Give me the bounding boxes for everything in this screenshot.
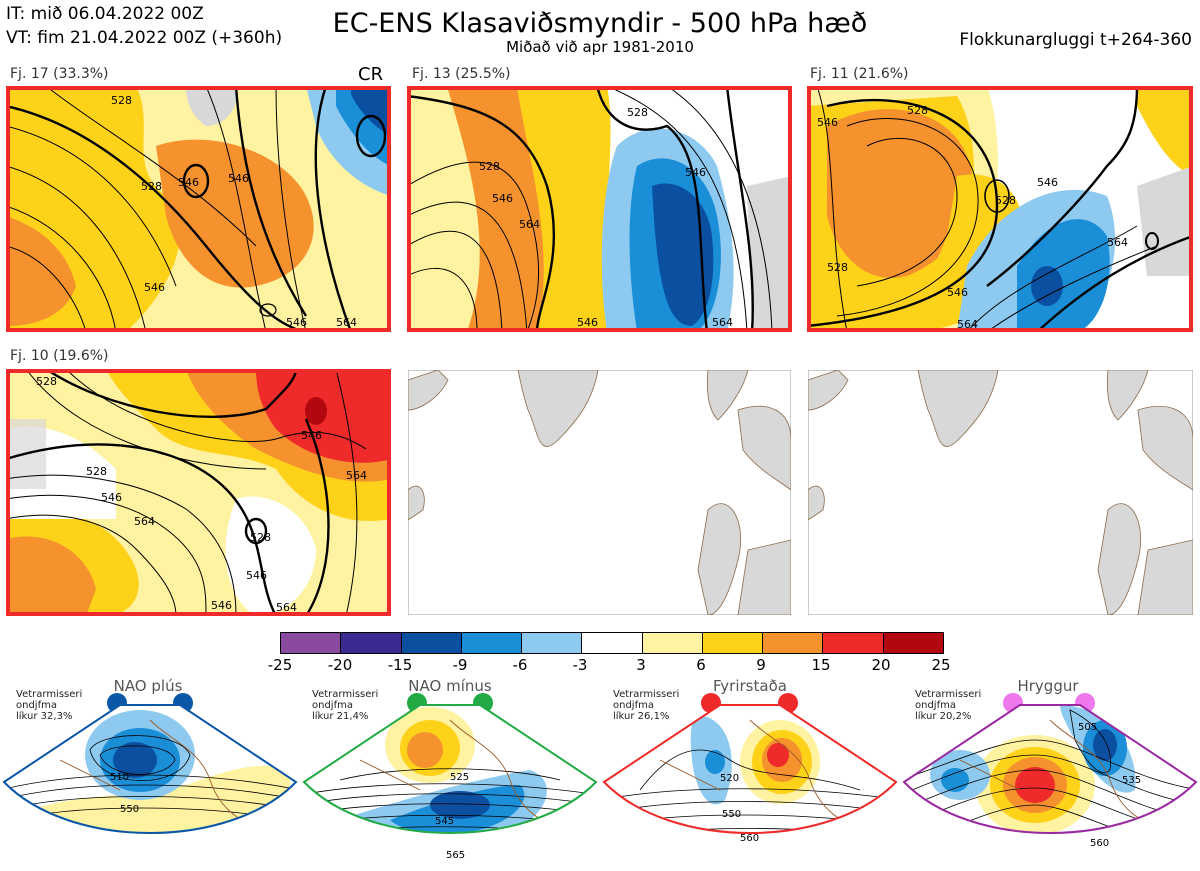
contour-label: 564 [276, 601, 297, 614]
cluster-highlight-frame [6, 369, 391, 616]
regime-note: Vetrarmisseri ondjfma líkur 32,3% [16, 689, 83, 722]
contour-label: 560 [740, 833, 759, 844]
contour-label: 528 [86, 465, 107, 478]
contour-label: 528 [827, 261, 848, 274]
contour-label: 546 [101, 491, 122, 504]
cluster-map-3: 546 528 528 528 546 564 546 564 [807, 86, 1193, 332]
colorbar-label: -9 [452, 656, 468, 674]
cluster-label-3: Fj. 11 (21.6%) [810, 66, 909, 82]
colorbar-label: 15 [811, 656, 831, 674]
contour-label: 546 [246, 569, 267, 582]
cluster-label-4: Fj. 10 (19.6%) [10, 348, 109, 364]
cluster-highlight-frame [6, 86, 391, 332]
colorbar-label: -3 [572, 656, 588, 674]
contour-label: 550 [120, 804, 139, 815]
regime-map-nao-plus: 510 550 [2, 704, 298, 834]
colorbar-label: 9 [756, 656, 766, 674]
valid-time: VT: fim 21.04.2022 00Z (+360h) [6, 28, 283, 48]
regime-map-blocking: 520 550 560 [602, 704, 898, 844]
contour-label: 510 [110, 772, 129, 783]
page-subtitle: Miðað við apr 1981-2010 [506, 38, 694, 56]
contour-label: 564 [712, 316, 733, 329]
contour-label: 564 [519, 218, 540, 231]
contour-label: 564 [1107, 236, 1128, 249]
contour-label: 546 [817, 116, 838, 129]
cluster-label-1: Fj. 17 (33.3%) [10, 66, 109, 82]
empty-map-5 [408, 370, 791, 615]
colorbar-swatch [281, 633, 342, 653]
contour-label: 528 [907, 104, 928, 117]
contour-label: 528 [141, 180, 162, 193]
colorbar-label: -15 [387, 656, 413, 674]
cluster-label-2: Fj. 13 (25.5%) [412, 66, 511, 82]
contour-label: 546 [144, 281, 165, 294]
colorbar-label: 3 [636, 656, 646, 674]
regime-title-blocking: Fyrirstaða [713, 677, 787, 695]
colorbar-swatch [823, 633, 884, 653]
colorbar-swatch [582, 633, 643, 653]
empty-map-6 [808, 370, 1193, 615]
colorbar-swatch [642, 633, 703, 653]
colorbar-label: -20 [327, 656, 353, 674]
regime-title-nao-plus: NAO plús [113, 677, 183, 695]
regime-title-ridge: Hryggur [1017, 677, 1079, 695]
colorbar-label: 25 [931, 656, 951, 674]
colorbar-swatch [883, 633, 943, 653]
cluster-map-4: 528 528 546 564 546 564 546 528 546 564 [6, 369, 391, 616]
contour-label: 564 [134, 515, 155, 528]
cluster-map-2: 528 528 546 564 546 564 546 [407, 86, 792, 332]
cluster-highlight-frame [407, 86, 792, 332]
cluster-window: Flokkunargluggi t+264-360 [959, 30, 1192, 50]
contour-label: 505 [1078, 722, 1097, 733]
contour-label: 535 [1122, 775, 1141, 786]
contour-label: 546 [492, 192, 513, 205]
colorbar-swatch [461, 633, 523, 653]
contour-label: 528 [479, 160, 500, 173]
colorbar-label: -6 [512, 656, 528, 674]
regime-title-nao-minus: NAO mínus [408, 677, 492, 695]
cluster-map-1: 528 528 546 546 546 564 546 [6, 86, 391, 332]
colorbar [280, 632, 944, 654]
cluster-highlight-frame [807, 86, 1193, 332]
colorbar-label: 6 [696, 656, 706, 674]
contour-label: 546 [301, 429, 322, 442]
init-time: IT: mið 06.04.2022 00Z [6, 4, 204, 24]
cluster-tag-cr: CR [358, 64, 384, 85]
colorbar-swatch [522, 633, 583, 653]
contour-label: 528 [111, 94, 132, 107]
colorbar-swatch [401, 633, 462, 653]
contour-label: 564 [346, 469, 367, 482]
contour-label: 564 [957, 318, 978, 331]
contour-label: 546 [228, 172, 249, 185]
contour-label: 546 [211, 599, 232, 612]
contour-label: 564 [336, 316, 357, 329]
colorbar-label: 20 [871, 656, 891, 674]
contour-label: 565 [446, 850, 465, 861]
contour-label: 546 [685, 166, 706, 179]
colorbar-swatch [702, 633, 764, 653]
contour-label: 528 [250, 531, 271, 544]
contour-label: 520 [720, 773, 739, 784]
contour-label: 546 [1037, 176, 1058, 189]
contour-label: 545 [435, 816, 454, 827]
contour-label: 546 [286, 316, 307, 329]
regime-note: Vetrarmisseri ondjfma líkur 21,4% [312, 689, 379, 722]
page-title: EC-ENS Klasaviðsmyndir - 500 hPa hæð [332, 8, 868, 39]
contour-label: 528 [995, 194, 1016, 207]
colorbar-label: -25 [267, 656, 293, 674]
contour-label: 546 [178, 176, 199, 189]
contour-label: 546 [577, 316, 598, 329]
contour-label: 528 [36, 375, 57, 388]
contour-label: 546 [947, 286, 968, 299]
contour-label: 560 [1090, 838, 1109, 849]
contour-label: 525 [450, 772, 469, 783]
colorbar-swatch [341, 633, 402, 653]
regime-note: Vetrarmisseri ondjfma líkur 20,2% [915, 689, 982, 722]
contour-label: 550 [722, 809, 741, 820]
contour-label: 528 [627, 106, 648, 119]
regime-map-nao-minus: 525 545 565 [302, 704, 598, 861]
colorbar-swatch [763, 633, 824, 653]
regime-map-ridge: 505 535 560 [902, 704, 1198, 849]
regime-note: Vetrarmisseri ondjfma líkur 26,1% [613, 689, 680, 722]
